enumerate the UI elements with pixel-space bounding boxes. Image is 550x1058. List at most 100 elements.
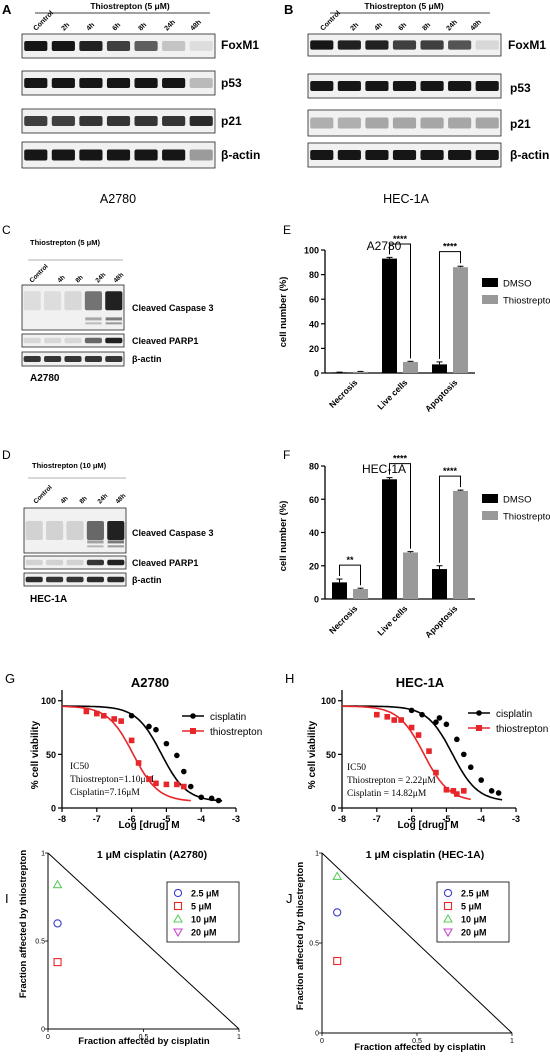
data-point [408, 707, 415, 714]
y-tick-label: 1 [315, 851, 319, 858]
chart-j-plot: 00 0.5 0.5 1 1 2.5 μM 5 μM 10 μM 20 μM [309, 851, 514, 1046]
y-tick-label: 0 [331, 804, 336, 814]
data-point [398, 717, 404, 723]
x-tick-label: -8 [58, 814, 66, 824]
y-tick-label: 20 [309, 561, 319, 571]
data-point [426, 748, 432, 754]
blot-b-protein-beta-actin: β-actin [510, 148, 549, 162]
data-point [94, 710, 100, 717]
blot-a-treatment: Thiostrepton (5 μM) [90, 1, 170, 11]
blot-c-lane-label: 4h [56, 274, 66, 284]
blot-c-lane-label: 48h [112, 272, 125, 285]
blot-c-cleaved-parp1 [21, 333, 125, 348]
significance-bracket [339, 564, 361, 586]
chart-g-annotation: Cisplatin=7.16μM [70, 788, 140, 798]
panel-letter-g: G [5, 671, 15, 686]
blot-d-protein-cleaved-parp1: Cleaved PARP1 [132, 558, 198, 568]
chart-g-xlabel: Log [drug] M [118, 820, 179, 831]
panel-a: A Thiostrepton (5 μM) Control 2h 4h 6h 8… [2, 1, 260, 206]
data-point [333, 908, 342, 917]
y-tick-label: 50 [326, 750, 336, 760]
x-tick-label: Necrosis [327, 377, 360, 410]
panel-d: D Thiostrepton (10 μM) Control 4h 8h 24h… [2, 448, 214, 605]
y-tick-label: 1 [41, 851, 45, 858]
bar [332, 582, 347, 599]
y-tick-label: 100 [304, 246, 319, 256]
legend-label: Thiostrepton [503, 512, 550, 523]
x-tick-label: -5 [442, 814, 450, 824]
blot-b-lane-label: 4h [373, 22, 384, 33]
legend-marker [476, 710, 482, 716]
blot-a-beta-actin [21, 141, 216, 169]
blot-c-beta-actin [21, 351, 125, 367]
data-point [174, 752, 180, 759]
x-tick-label: 0.5 [139, 1034, 149, 1041]
data-point [163, 740, 170, 747]
chart-h-annotation: Cisplatin = 14.82μM [347, 789, 427, 799]
panel-j: J 1 μM cisplatin (HEC-1A) Fraction affec… [286, 849, 514, 1053]
data-point [461, 751, 467, 758]
blot-d-protein-beta-actin: β-actin [132, 575, 162, 585]
blot-c-protein-cleaved-parp1: Cleaved PARP1 [132, 336, 198, 346]
additivity-line [321, 852, 513, 1034]
data-point [415, 732, 422, 738]
bar [403, 361, 418, 373]
blot-b-lane-label: 48h [469, 19, 482, 32]
data-point [146, 723, 152, 730]
panel-i: I 1 μM cisplatin (A2780) Fraction affect… [5, 849, 241, 1047]
y-tick-label: 40 [309, 319, 319, 329]
significance-label: **** [443, 242, 458, 252]
data-point [478, 777, 485, 783]
chart-i-xlabel: Fraction affected by cisplatin [78, 1036, 210, 1047]
bar [382, 479, 397, 599]
data-point [450, 788, 457, 794]
x-tick-label: 0 [320, 1038, 324, 1045]
fit-curve-cisplatin [62, 705, 223, 802]
data-point [111, 716, 117, 722]
data-point [332, 871, 343, 880]
blot-a-cell-line: A2780 [100, 192, 136, 206]
blot-b-lane-label: 8h [421, 22, 432, 33]
legend-swatch [482, 511, 498, 520]
blot-a-p53 [21, 70, 216, 96]
bar [353, 589, 368, 599]
significance-label: ** [346, 555, 354, 565]
chart-e-plot: 0 20 40 60 80 100 Necrosis Live cells Apoptosis *… [304, 234, 550, 414]
legend-label: thiostrepton [496, 724, 548, 735]
x-tick-label: 0.5 [412, 1038, 422, 1045]
data-point [100, 712, 107, 719]
panel-letter-i: I [5, 891, 9, 906]
x-tick-label: 0 [46, 1034, 50, 1041]
data-point [153, 780, 159, 787]
legend-label: Thiostrepton [503, 296, 550, 307]
data-point [436, 715, 443, 721]
panel-b: B Thiostrepton (5 μM) Control 2h 4h 6h 8… [284, 1, 549, 206]
blot-a-protein-foxm1: FoxM1 [221, 38, 259, 52]
x-tick-label: Apoptosis [423, 377, 460, 414]
blot-c-lane-label: 24h [94, 272, 107, 285]
additivity-line [47, 852, 240, 1030]
blot-b-foxm1 [307, 33, 502, 57]
chart-f-title: HEC-1A [362, 462, 406, 476]
data-point [198, 794, 204, 801]
data-point [374, 711, 380, 718]
x-tick-label: Live cells [375, 603, 409, 637]
panel-f: F HEC-1A cell number (%) 0 20 40 60 80 Necros… [278, 448, 550, 640]
blot-d-cleaved-caspase-3 [23, 507, 127, 554]
data-point [118, 718, 124, 724]
legend-label: 5 μM [461, 902, 482, 912]
blot-a-lane-label: 8h [137, 22, 148, 33]
blot-b-lane-label: 2h [349, 22, 360, 33]
y-tick-label: 0 [51, 804, 56, 814]
chart-i-ylabel: Fraction affected by thiostrepton [18, 850, 29, 999]
blot-c-protein-cleaved-caspase-3: Cleaved Caspase 3 [132, 303, 214, 313]
data-point [454, 736, 460, 743]
blot-c-lane-label: Control [28, 263, 49, 284]
legend-marker [443, 928, 453, 938]
chart-j-title: 1 μM cisplatin (HEC-1A) [366, 849, 484, 861]
y-tick-label: 0 [41, 1027, 45, 1034]
y-tick-label: 60 [309, 495, 319, 505]
legend-marker [443, 913, 453, 923]
legend-box [436, 881, 510, 943]
